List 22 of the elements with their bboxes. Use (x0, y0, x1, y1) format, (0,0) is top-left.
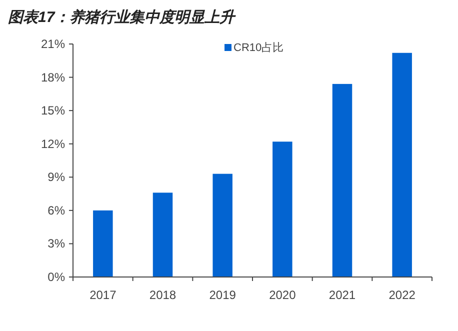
bar (212, 174, 232, 277)
legend-label: CR10占比 (234, 41, 284, 54)
y-tick-label: 18% (40, 70, 66, 84)
chart-title: 图表17：养猪行业集中度明显上升 (8, 8, 237, 26)
y-tick-label: 0% (48, 270, 66, 284)
x-tick-label: 2021 (328, 288, 356, 302)
bar (272, 142, 292, 277)
y-tick-label: 6% (48, 203, 66, 218)
x-tick-label: 2017 (90, 288, 117, 302)
y-tick-label: 3% (48, 236, 66, 251)
y-tick-label: 12% (40, 136, 66, 151)
x-tick-label: 2022 (388, 288, 416, 302)
bar (93, 210, 113, 277)
bar (152, 192, 173, 277)
bar (332, 84, 352, 277)
bar (392, 52, 412, 277)
x-tick-label: 2018 (149, 288, 176, 302)
x-tick-label: 2019 (209, 288, 236, 302)
y-tick-label: 15% (40, 104, 66, 118)
y-tick-label: 9% (48, 170, 66, 184)
x-tick-label: 2020 (269, 288, 296, 302)
y-tick-label: 21% (40, 37, 66, 51)
